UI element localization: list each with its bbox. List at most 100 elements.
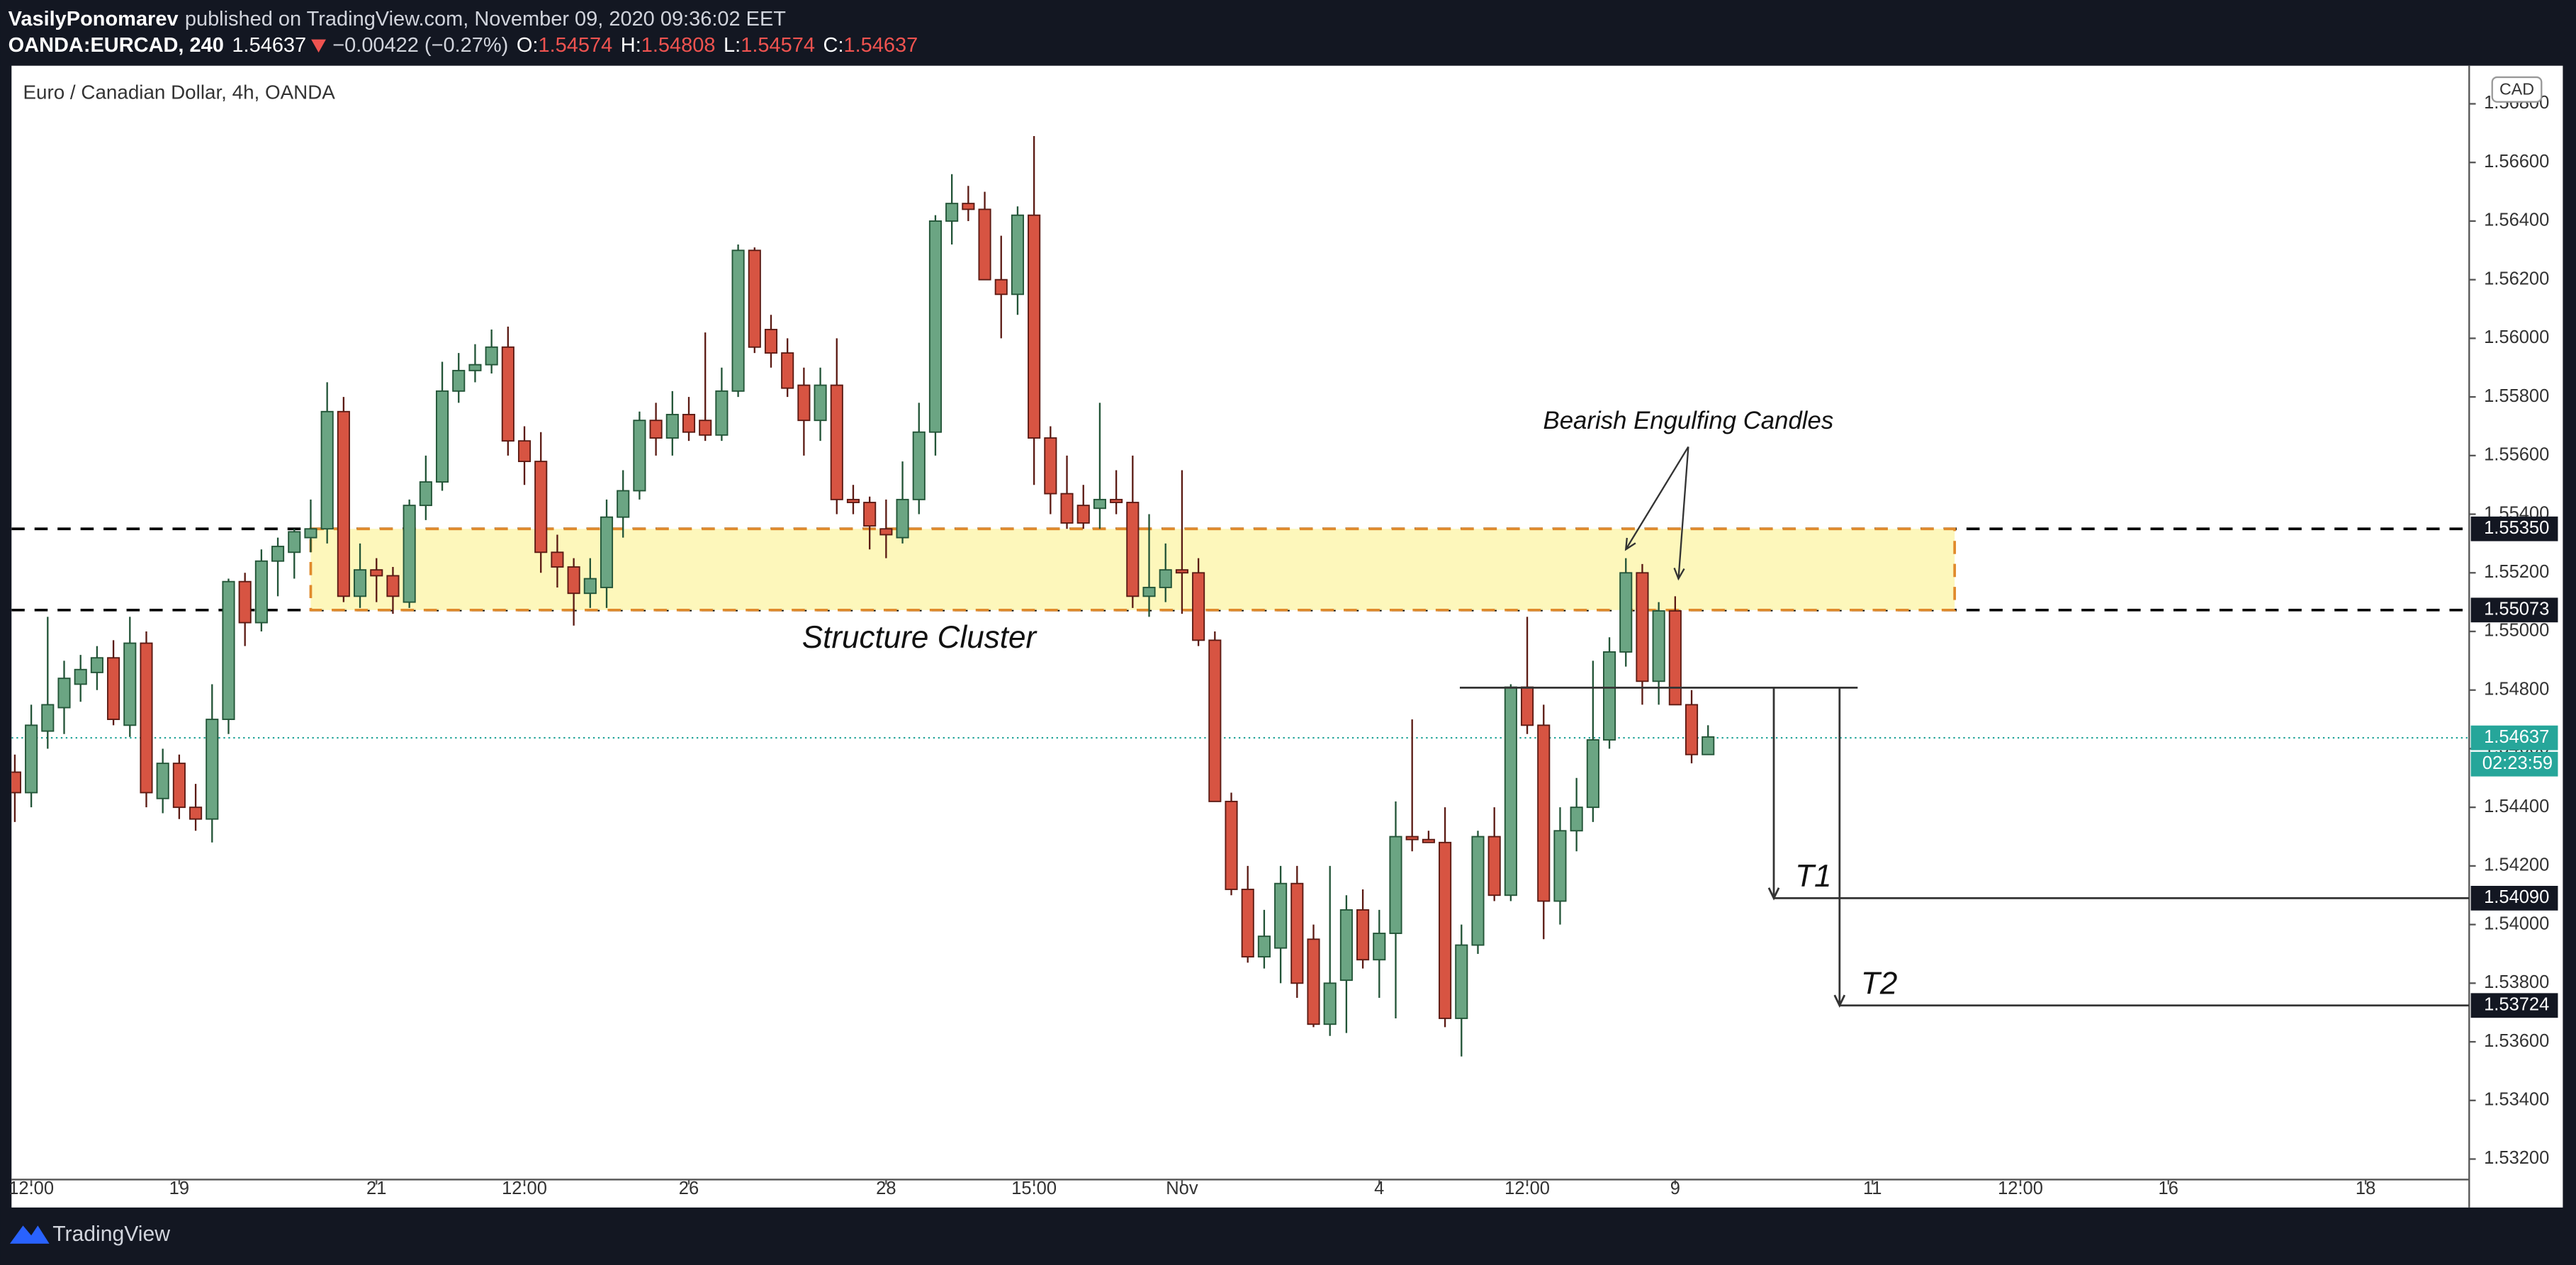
- y-tick-label: 1.53200: [2484, 1148, 2549, 1168]
- candle-body: [452, 369, 466, 392]
- level-price-label: 1.55073: [2484, 600, 2549, 619]
- chart-title: Euro / Canadian Dollar, 4h, OANDA: [23, 81, 336, 103]
- target-price-tag: [2470, 886, 2558, 911]
- candle-body: [419, 481, 432, 507]
- change: −0.00422 (−0.27%): [332, 34, 508, 57]
- x-tick-label: 12:00: [9, 1179, 54, 1198]
- y-tick-label: 1.54800: [2484, 679, 2549, 699]
- candle-body: [1619, 572, 1633, 653]
- ohlc-value: 1.54574: [538, 34, 612, 57]
- y-tick-label: 1.53400: [2484, 1090, 2549, 1110]
- currency-box: [2491, 76, 2543, 103]
- candle-body: [386, 575, 400, 597]
- candle-body: [1175, 569, 1188, 574]
- candle-body: [1159, 569, 1172, 588]
- ohlc-value: 1.54808: [641, 34, 716, 57]
- zone-label: Structure Cluster: [802, 620, 1038, 655]
- candle-body: [863, 502, 877, 527]
- symbol-line: OANDA:EURCAD, 240 1.54637 −0.00422 (−0.27%…: [9, 34, 918, 57]
- candle-body: [617, 490, 630, 518]
- target-name: T2: [1861, 967, 1897, 1001]
- ohlc-value: 1.54574: [741, 34, 815, 57]
- candle-body: [1192, 572, 1205, 641]
- candle-body: [1603, 651, 1616, 741]
- y-tick-label: 1.55600: [2484, 445, 2549, 465]
- ohlc-key: C:: [823, 34, 844, 57]
- chart-pane: [11, 65, 2563, 1208]
- candle-body: [320, 410, 334, 530]
- candle-body: [814, 384, 827, 422]
- target-price-tag: [2470, 993, 2558, 1018]
- candle-body: [649, 420, 663, 439]
- candle-body: [485, 346, 498, 366]
- candle-body: [1225, 800, 1238, 890]
- candle-body: [468, 364, 482, 371]
- candle-body: [764, 329, 778, 354]
- candle-body: [1076, 505, 1090, 524]
- candle-body: [11, 771, 21, 794]
- candle-body: [567, 566, 580, 595]
- target-price-label: 1.53724: [2484, 995, 2549, 1015]
- candle-body: [57, 678, 71, 709]
- candle-body: [1389, 836, 1402, 934]
- ohlc-key: L:: [724, 34, 741, 57]
- arrow-head: [1833, 994, 1846, 1008]
- currency: CAD: [2499, 80, 2534, 99]
- candle-body: [238, 580, 252, 624]
- candle-body: [896, 498, 909, 539]
- candle-body: [731, 249, 745, 392]
- candle-body: [435, 390, 449, 483]
- x-tick-label: 18: [2356, 1179, 2375, 1198]
- candle-body: [1537, 724, 1551, 902]
- x-tick-label: 12:00: [1504, 1179, 1550, 1198]
- y-tick-label: 1.53600: [2484, 1031, 2549, 1051]
- candle-body: [748, 249, 761, 348]
- y-tick-label: 1.54200: [2484, 855, 2549, 875]
- candle-body: [1684, 704, 1699, 755]
- candle-body: [1553, 830, 1567, 902]
- candle-body: [1290, 882, 1304, 984]
- candle-body: [879, 528, 893, 536]
- candle-body: [665, 413, 679, 439]
- candle-body: [781, 352, 794, 389]
- y-tick-label: 1.55200: [2484, 562, 2549, 582]
- candle-body: [74, 668, 87, 685]
- candle-body: [107, 657, 120, 721]
- ohlc-key: O:: [517, 34, 539, 57]
- candle-body: [222, 580, 235, 721]
- candle-body: [1471, 836, 1485, 946]
- candle-body: [1487, 836, 1501, 896]
- candle-body: [1405, 836, 1419, 840]
- candle-body: [682, 413, 696, 433]
- header-line: VasilyPonomarev published on TradingView.…: [9, 7, 787, 30]
- candle-body: [172, 763, 186, 809]
- candle-body: [123, 642, 137, 726]
- candle-body: [962, 203, 975, 210]
- candle-body: [1521, 686, 1534, 726]
- y-tick-label: 1.55800: [2484, 386, 2549, 406]
- candle-body: [1126, 502, 1140, 597]
- y-tick-label: 1.56400: [2484, 210, 2549, 230]
- level-price-label: 1.55350: [2484, 518, 2549, 538]
- annotation-arrow: [1677, 446, 1689, 579]
- x-tick-label: Nov: [1166, 1179, 1198, 1198]
- candle-body: [189, 806, 203, 820]
- countdown: 02:23:59: [2482, 753, 2553, 773]
- candle-body: [41, 704, 55, 732]
- candle-body: [534, 461, 548, 553]
- y-tick-label: 1.55000: [2484, 621, 2549, 641]
- candle-body: [1652, 610, 1665, 682]
- arrow-head: [1624, 537, 1636, 551]
- y-tick-label: 1.56000: [2484, 327, 2549, 347]
- candle-body: [1028, 214, 1041, 439]
- x-tick-label: 21: [366, 1179, 386, 1198]
- candle-body: [501, 346, 514, 442]
- candle-body: [304, 528, 317, 539]
- y-tick-label: 1.54400: [2484, 797, 2549, 816]
- countdown-tag: [2470, 751, 2558, 777]
- candle-body: [206, 719, 219, 820]
- candle-body: [1373, 933, 1386, 961]
- plot: Structure Cluster T1 T2 Bearish Engulfing C…: [11, 135, 2470, 1057]
